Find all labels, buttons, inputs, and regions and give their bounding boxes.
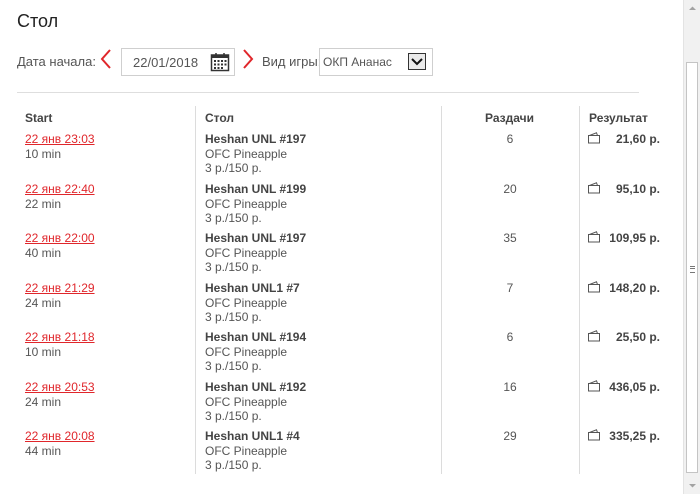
wallet-icon [588,132,600,144]
table-stakes: 3 р./150 р. [205,310,262,324]
table-stakes: 3 р./150 р. [205,409,262,423]
hands-count: 29 [503,429,517,443]
wallet-icon [588,281,600,293]
table-row: 22 янв 20:53 24 min Heshan UNL #192 OFC Pin… [0,380,680,430]
table-row: 22 янв 22:00 40 min Heshan UNL #197 OFC Pin… [0,231,680,281]
table-row: 22 янв 20:08 44 min Heshan UNL1 #4 OFC Pine… [0,429,680,479]
hands-count: 35 [503,231,517,245]
hands-count: 6 [506,132,514,146]
chevron-right-icon [243,49,254,69]
hands-count: 7 [506,281,514,295]
table-row: 22 янв 23:03 10 min Heshan UNL #197 OFC Pin… [0,132,680,182]
hands-count: 6 [506,330,514,344]
game-type-label: Вид игры: [262,54,322,69]
next-date-button[interactable] [239,48,257,76]
scrollbar-grip-icon [690,266,695,273]
column-header-table: Стол [205,111,235,125]
wallet-icon [588,380,600,392]
table-name: Heshan UNL #192 [205,380,307,394]
scrollbar-thumb[interactable] [686,62,698,473]
table-name: Heshan UNL #197 [205,231,307,245]
table-row: 22 янв 21:18 10 min Heshan UNL #194 OFC Pin… [0,330,680,380]
table-stakes: 3 р./150 р. [205,458,262,472]
session-start-link[interactable]: 22 янв 20:53 [25,380,95,394]
session-start-link[interactable]: 22 янв 22:40 [25,182,95,196]
table-name: Heshan UNL1 #7 [205,281,300,295]
table-stakes: 3 р./150 р. [205,260,262,274]
table-stakes: 3 р./150 р. [205,359,262,373]
table-stakes: 3 р./150 р. [205,161,262,175]
session-start-link[interactable]: 22 янв 22:00 [25,231,95,245]
table-row: 22 янв 22:40 22 min Heshan UNL #199 OFC Pin… [0,182,680,232]
table-stakes: 3 р./150 р. [205,211,262,225]
start-date-value: 22/01/2018 [133,55,199,70]
start-date-label: Дата начала: [17,54,96,69]
session-duration: 10 min [25,345,62,359]
result-amount: 21,60 р. [615,132,660,146]
table-name: Heshan UNL #199 [205,182,307,196]
game-type: OFC Pineapple [205,345,288,359]
session-start-link[interactable]: 22 янв 23:03 [25,132,95,146]
select-dropdown-button[interactable] [408,53,426,70]
hands-count: 16 [503,380,517,394]
game-type: OFC Pineapple [205,296,288,310]
table-name: Heshan UNL1 #4 [205,429,300,443]
game-type: OFC Pineapple [205,395,288,409]
session-duration: 40 min [25,246,62,260]
chevron-left-icon [100,49,111,69]
result-amount: 25,50 р. [615,330,660,344]
result-amount: 436,05 р. [609,380,660,394]
session-duration: 22 min [25,197,62,211]
result-amount: 95,10 р. [615,182,660,196]
wallet-icon [588,182,600,194]
session-duration: 10 min [25,147,62,161]
session-start-link[interactable]: 22 янв 21:18 [25,330,95,344]
game-type-value: ОКП Ананас [323,55,392,69]
game-type: OFC Pineapple [205,147,288,161]
scroll-down-arrow-icon[interactable] [684,477,700,494]
filter-bar: Дата начала: 22/01/2018 Вид игры: ОКП Ан… [17,48,677,76]
result-amount: 148,20 р. [609,281,660,295]
session-start-link[interactable]: 22 янв 20:08 [25,429,95,443]
table-row: 22 янв 21:29 24 min Heshan UNL1 #7 OFC Pine… [0,281,680,331]
session-start-link[interactable]: 22 янв 21:29 [25,281,95,295]
chevron-down-icon [411,58,423,66]
session-duration: 24 min [25,395,62,409]
column-header-result: Результат [589,111,648,125]
scroll-up-arrow-icon[interactable] [684,0,700,17]
wallet-icon [588,231,600,243]
hands-count: 20 [503,182,517,196]
result-amount: 109,95 р. [609,231,660,245]
page-title: Стол [17,11,59,31]
column-divider [195,106,196,474]
table-name: Heshan UNL #197 [205,132,307,146]
wallet-icon [588,429,600,441]
start-date-input[interactable]: 22/01/2018 [121,48,235,76]
session-duration: 44 min [25,444,62,458]
column-divider [579,106,580,474]
session-duration: 24 min [25,296,62,310]
calendar-icon[interactable] [210,52,230,72]
prev-date-button[interactable] [97,48,115,76]
game-type: OFC Pineapple [205,246,288,260]
game-type: OFC Pineapple [205,197,288,211]
column-header-start: Start [25,111,53,125]
header-divider [17,92,639,93]
game-type: OFC Pineapple [205,444,288,458]
column-header-hands: Раздачи [485,111,534,125]
column-divider [441,106,442,474]
vertical-scrollbar[interactable] [683,0,700,494]
wallet-icon [588,330,600,342]
table-name: Heshan UNL #194 [205,330,307,344]
result-amount: 335,25 р. [609,429,660,443]
game-type-select[interactable]: ОКП Ананас [319,48,433,76]
